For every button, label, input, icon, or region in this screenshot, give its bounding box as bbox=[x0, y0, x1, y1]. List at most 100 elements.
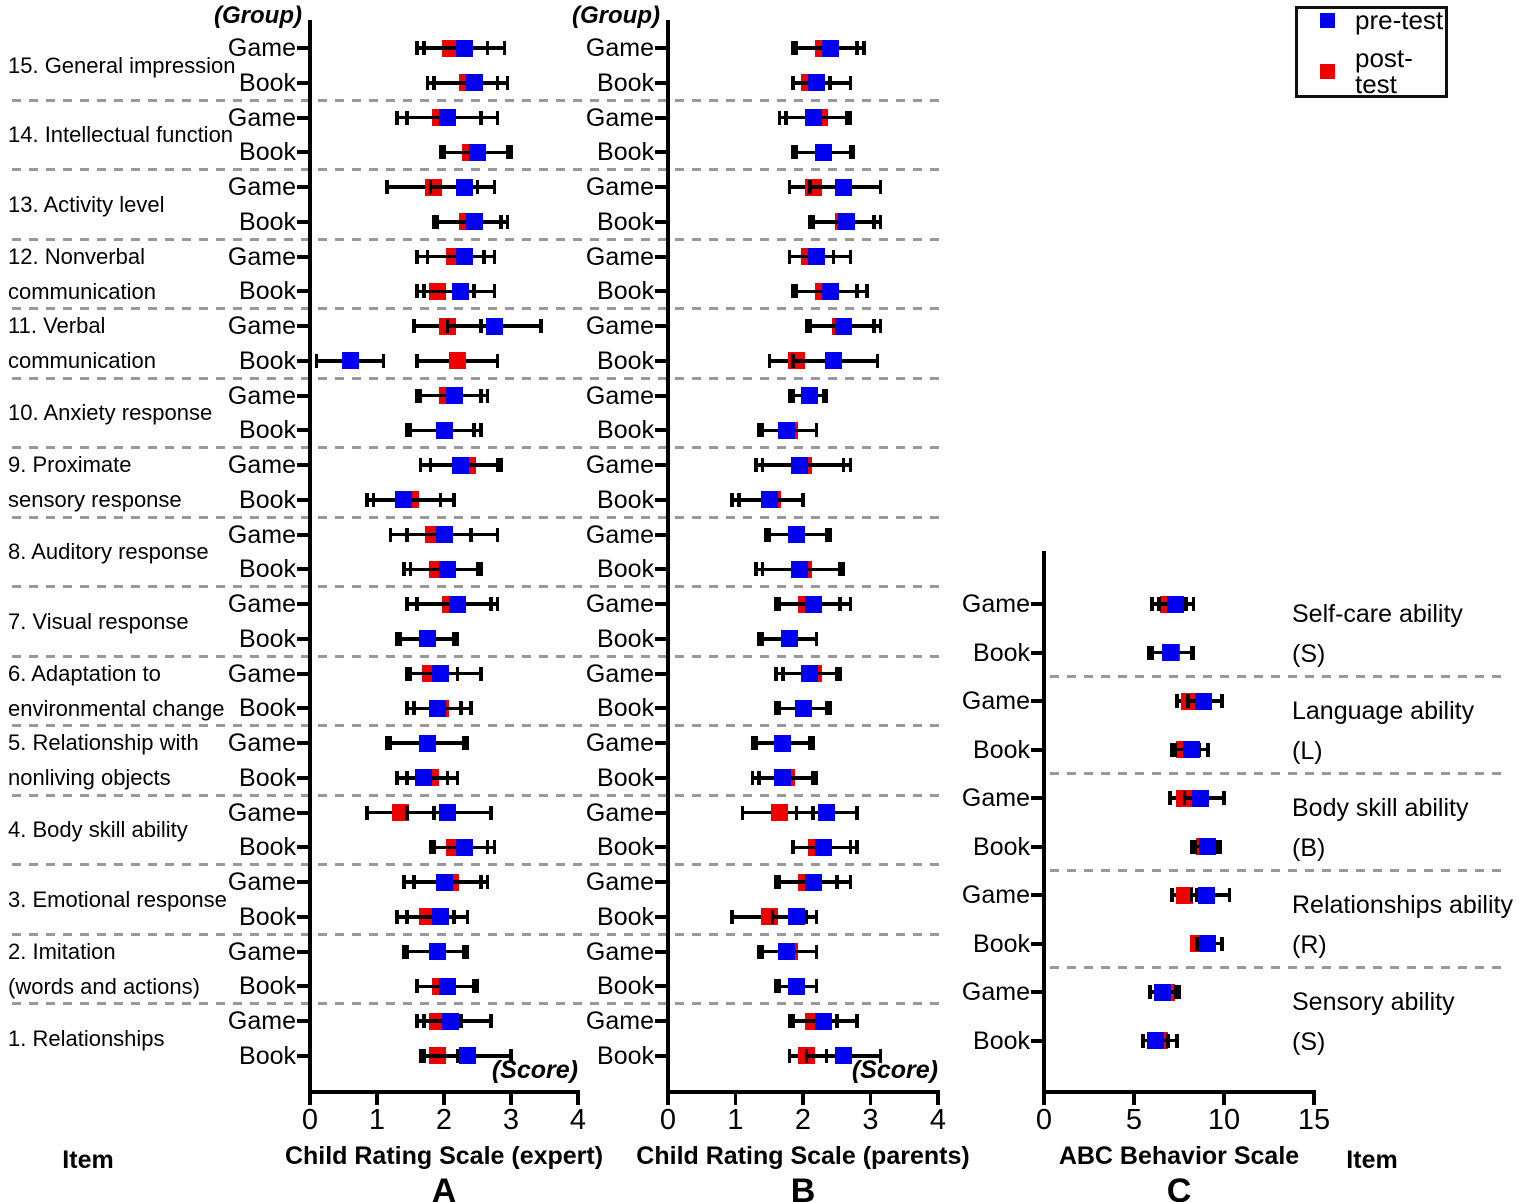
dashed-separator bbox=[12, 98, 943, 102]
row-axis-tick bbox=[297, 80, 310, 85]
post-errorbar-cap-low bbox=[791, 284, 795, 299]
row-label-book: Book bbox=[597, 694, 654, 723]
pre-errorbar-cap-high bbox=[495, 458, 500, 472]
post-marker bbox=[391, 804, 409, 821]
row-axis-tick bbox=[655, 1019, 668, 1023]
pre-marker bbox=[804, 873, 822, 891]
row-axis-tick bbox=[655, 567, 668, 572]
post-errorbar-cap-low bbox=[1170, 888, 1174, 902]
row-label-game: Game bbox=[961, 978, 1030, 1006]
row-axis-tick bbox=[655, 984, 668, 989]
row-label-book: Book bbox=[597, 416, 654, 445]
post-errorbar-cap-low bbox=[730, 909, 734, 924]
pre-marker bbox=[1154, 983, 1172, 1001]
ability-label: Language ability (L) bbox=[1292, 691, 1527, 771]
pre-errorbar-cap-high bbox=[878, 214, 883, 229]
pre-errorbar-cap-low bbox=[770, 909, 775, 924]
pre-marker bbox=[777, 421, 795, 439]
row-label-book: Book bbox=[239, 763, 296, 792]
item-label: 9. Proximate sensory response bbox=[8, 447, 300, 517]
x-tick-label: 4 bbox=[929, 1104, 947, 1136]
pre-errorbar-cap-low bbox=[365, 492, 369, 507]
pre-marker bbox=[760, 491, 778, 509]
pre-marker bbox=[415, 769, 433, 787]
pre-errorbar-cap-high bbox=[459, 701, 463, 716]
pre-errorbar-cap-low bbox=[808, 319, 812, 333]
row-label-book: Book bbox=[239, 624, 296, 653]
pre-marker bbox=[432, 908, 450, 926]
dashed-separator bbox=[12, 932, 943, 936]
row-axis-tick bbox=[1031, 650, 1044, 655]
pre-errorbar-cap-high bbox=[381, 353, 386, 368]
row-axis-tick bbox=[655, 602, 668, 606]
row-label-game: Game bbox=[585, 520, 654, 549]
post-errorbar-cap-low bbox=[415, 284, 419, 299]
row-label-book: Book bbox=[973, 735, 1030, 764]
pre-marker bbox=[814, 838, 832, 856]
row-axis-tick bbox=[655, 219, 668, 224]
group-axis-label: (Group) bbox=[572, 2, 660, 29]
pre-errorbar-cap-high bbox=[824, 388, 829, 403]
item-label: 10. Anxiety response bbox=[8, 395, 300, 430]
pre-errorbar-cap-low bbox=[418, 458, 423, 472]
row-axis-tick bbox=[655, 463, 668, 467]
row-label-game: Game bbox=[585, 729, 654, 757]
row-label-game: Game bbox=[585, 381, 654, 410]
pre-errorbar-cap-low bbox=[811, 214, 815, 229]
dashed-separator bbox=[1050, 772, 1502, 776]
item-label: 1. Relationships bbox=[8, 1021, 300, 1056]
pre-errorbar-cap-low bbox=[445, 319, 450, 333]
ability-label-line: (R) bbox=[1292, 931, 1327, 959]
row-axis-tick bbox=[655, 671, 668, 676]
row-axis-tick bbox=[297, 845, 310, 850]
row-label-game: Game bbox=[585, 103, 654, 132]
pre-marker bbox=[818, 804, 836, 821]
row-label-book: Book bbox=[239, 277, 296, 306]
pre-errorbar-cap-high bbox=[1166, 1033, 1170, 1048]
pre-marker bbox=[1183, 741, 1201, 758]
pre-errorbar-cap-low bbox=[777, 110, 782, 125]
post-errorbar-cap-low bbox=[428, 840, 433, 855]
dashed-separator bbox=[1050, 869, 1502, 873]
panel-letter: A bbox=[431, 1172, 457, 1202]
pre-errorbar-cap-high bbox=[838, 562, 842, 577]
ability-label: Sensory ability (S) bbox=[1292, 982, 1527, 1062]
row-axis-tick bbox=[655, 1053, 668, 1058]
post-errorbar-cap-high bbox=[848, 110, 852, 125]
pre-errorbar-cap-low bbox=[405, 805, 409, 820]
pre-errorbar-cap-low bbox=[415, 979, 419, 994]
row-axis-tick bbox=[655, 115, 668, 120]
item-label-line: sensory response bbox=[8, 487, 182, 513]
pre-errorbar-cap-high bbox=[539, 319, 543, 333]
row-label-game: Game bbox=[961, 784, 1030, 812]
row-axis-tick bbox=[297, 219, 310, 224]
post-errorbar-cap-high bbox=[838, 666, 842, 681]
pre-marker bbox=[791, 456, 809, 474]
post-errorbar-cap-low bbox=[767, 353, 771, 368]
pre-errorbar-cap-low bbox=[1193, 839, 1197, 854]
pre-errorbar-cap-low bbox=[422, 1014, 426, 1028]
pre-marker bbox=[1199, 935, 1217, 952]
pre-errorbar-cap-high bbox=[492, 840, 496, 855]
pre-errorbar-cap-low bbox=[774, 701, 778, 716]
item-label: 13. Activity level bbox=[8, 187, 300, 222]
item-column-label-right: Item bbox=[1346, 1146, 1398, 1174]
row-axis-tick bbox=[655, 636, 668, 641]
x-axis-tick bbox=[666, 1092, 670, 1105]
pre-errorbar-cap-low bbox=[405, 527, 409, 542]
row-axis-tick bbox=[655, 185, 668, 189]
row-label-game: Game bbox=[227, 659, 296, 688]
row-axis-tick bbox=[297, 1019, 310, 1023]
row-label-game: Game bbox=[227, 451, 296, 479]
pre-errorbar-cap-high bbox=[509, 145, 513, 160]
pre-marker bbox=[774, 734, 792, 752]
pre-marker bbox=[835, 178, 852, 196]
dashed-separator bbox=[12, 515, 943, 519]
pre-errorbar-cap-high bbox=[495, 597, 500, 611]
post-errorbar-cap-low bbox=[787, 180, 792, 194]
pre-marker bbox=[838, 213, 856, 231]
row-label-book: Book bbox=[597, 555, 654, 584]
legend-row-pre: pre-test bbox=[1320, 7, 1445, 33]
pre-errorbar-cap-high bbox=[801, 492, 805, 507]
x-axis-tick bbox=[868, 1092, 873, 1105]
